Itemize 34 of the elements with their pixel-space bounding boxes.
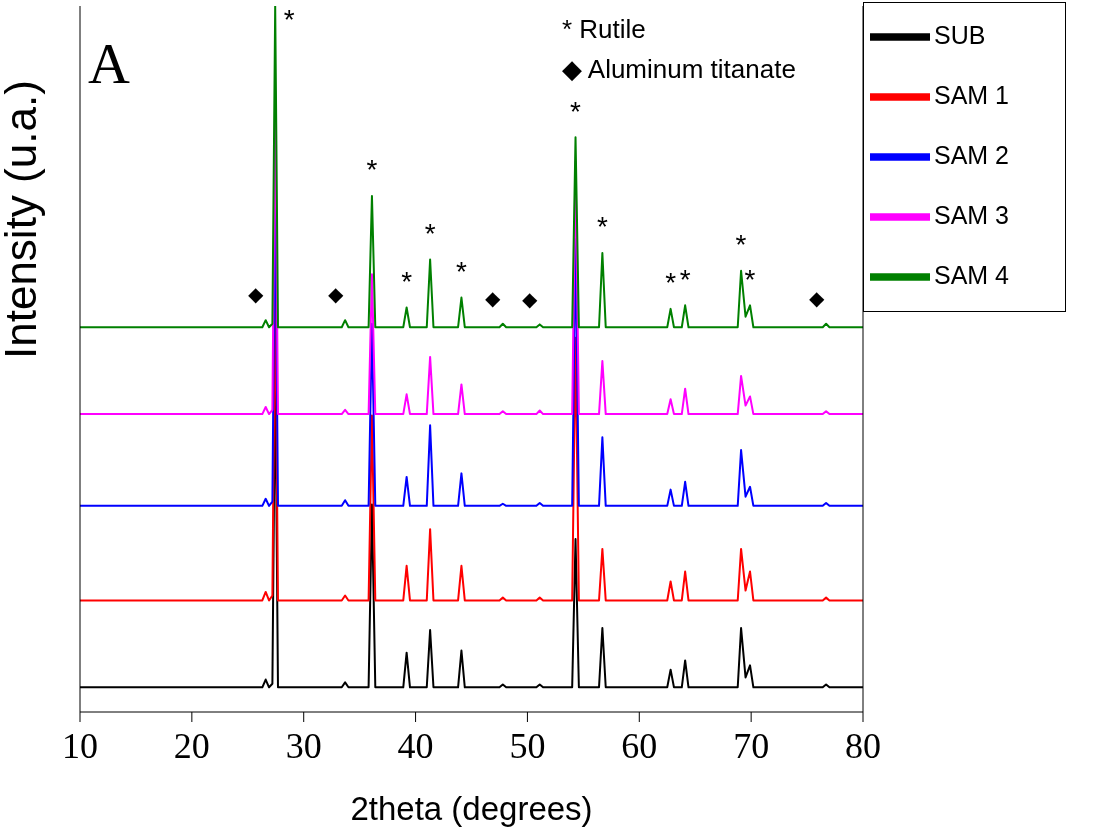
legend-label: SUB (934, 20, 986, 49)
x-tick-label: 80 (845, 725, 881, 766)
annotation: ◆ (248, 283, 265, 306)
annotation: A (88, 30, 130, 97)
y-axis-title: Intensity (u.a.) (0, 80, 45, 359)
annotation: * (570, 95, 582, 127)
annotation: * (366, 154, 378, 186)
annotation: * Rutile (562, 14, 646, 45)
legend-label: SAM 2 (934, 140, 1010, 169)
x-tick-label: 70 (733, 725, 770, 766)
annotation: * (455, 255, 467, 287)
legend-label: SAM 4 (934, 260, 1010, 289)
annotation: * (283, 4, 295, 36)
annotation: * (735, 229, 747, 261)
annotation: ◆ (522, 287, 539, 310)
annotation: * (679, 263, 691, 295)
annotation: ◆ Aluminum titanate (562, 54, 796, 85)
annotation: * (596, 211, 608, 243)
x-tick-label: 60 (621, 725, 658, 766)
annotation: * (401, 265, 413, 297)
x-tick-label: 40 (397, 725, 434, 766)
x-tick-label: 10 (62, 725, 98, 766)
x-tick-label: 20 (173, 725, 210, 766)
annotation: * (665, 267, 677, 299)
annotation: * (744, 263, 756, 295)
annotation: ◆ (808, 286, 825, 309)
legend-label: SAM 3 (934, 200, 1010, 229)
annotation: ◆ (485, 286, 502, 309)
annotation: ◆ (327, 283, 344, 306)
x-axis-title: 2theta (degrees) (350, 790, 593, 827)
x-tick-label: 30 (285, 725, 322, 766)
legend-label: SAM 1 (934, 80, 1010, 109)
annotation: * (424, 217, 436, 249)
x-tick-label: 50 (509, 725, 546, 766)
